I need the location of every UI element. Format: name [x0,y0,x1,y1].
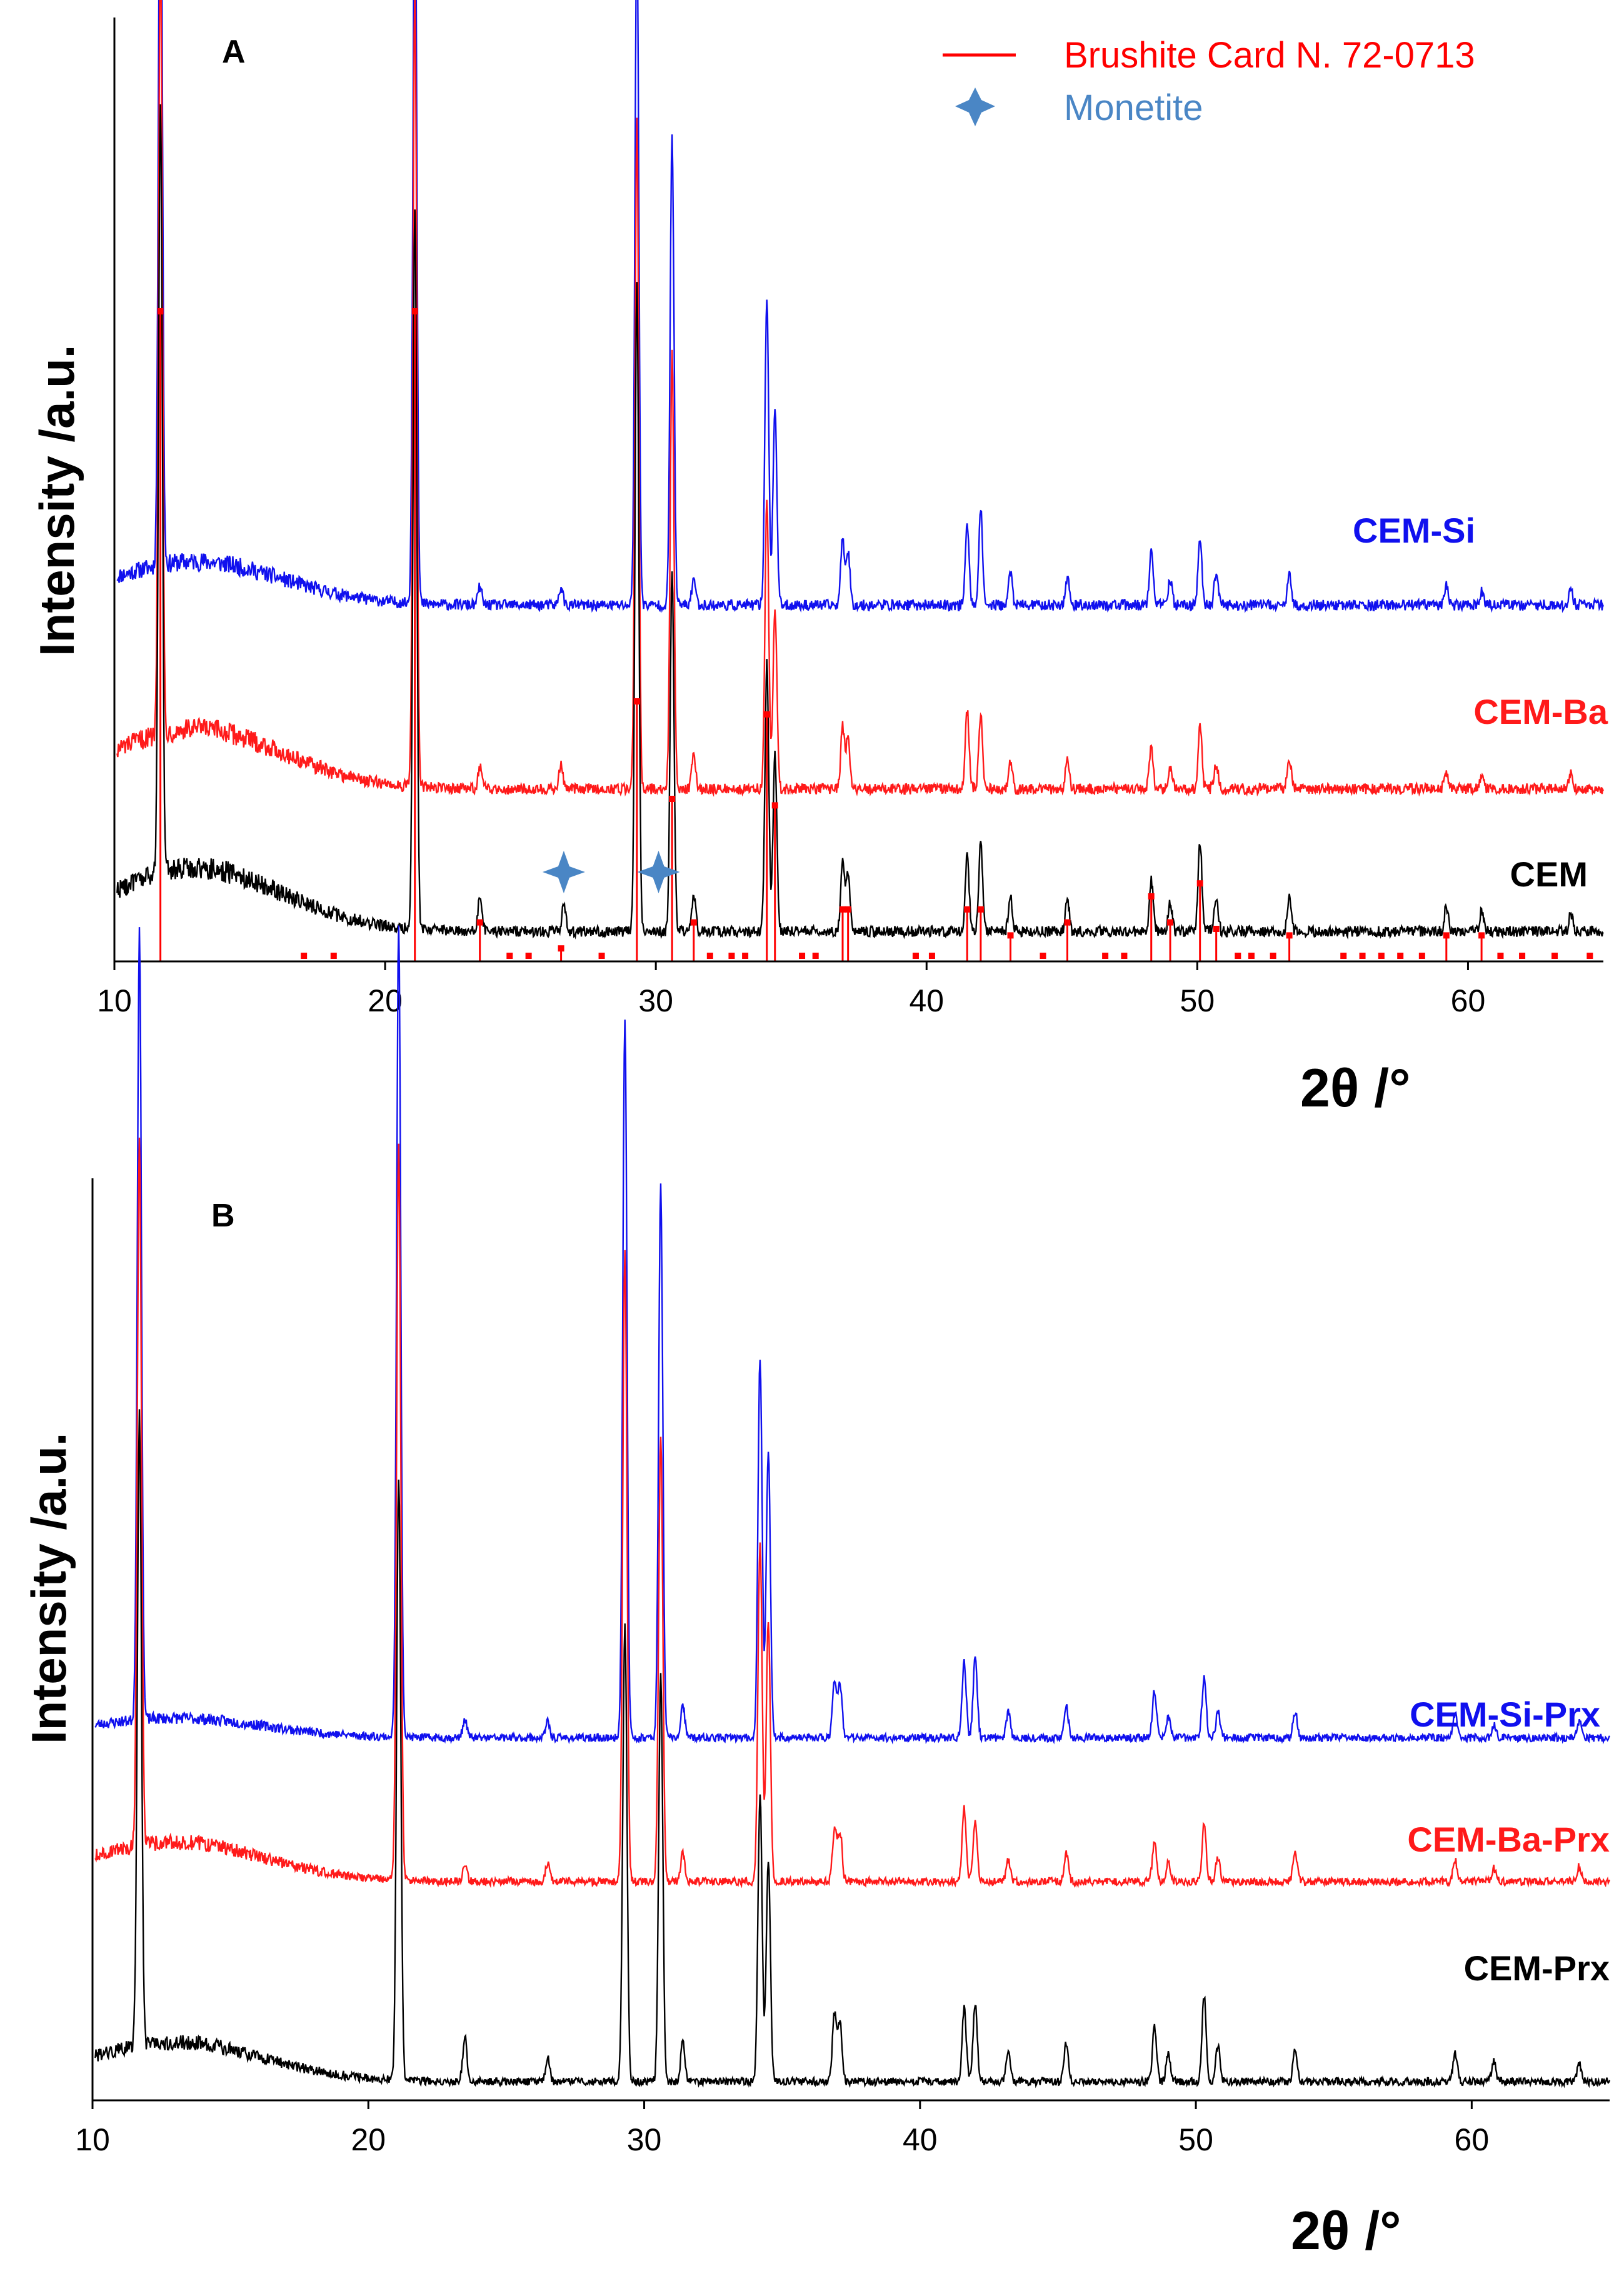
brushite-stick-cap-48.3 [1148,893,1155,900]
brushite-minor-marker-46.6 [1102,953,1109,959]
panel-b-series-label-cem-ba-prx: CEM-Ba-Prx [1407,1820,1610,1859]
monetite-star-icon [637,851,680,893]
brushite-minor-marker-61.2 [1497,953,1504,959]
trace-cem [116,104,1604,940]
brushite-minor-marker-55.4 [1340,953,1347,959]
brushite-stick-cap-50.1 [1196,880,1203,887]
panel-a-brushite-sticks [157,308,1593,961]
x-tick-label-30: 30 [627,2122,662,2157]
brushite-stick-cap-21.1 [411,308,418,314]
brushite-stick-cap-31.4 [690,919,697,926]
legend-monetite-label: Monetite [1064,88,1203,128]
brushite-stick-cap-43.1 [1007,932,1014,939]
brushite-minor-marker-56.8 [1378,953,1385,959]
brushite-stick-cap-59.2 [1443,932,1450,939]
brushite-minor-marker-32.8 [728,953,735,959]
trace-cem-si [116,0,1605,614]
brushite-stick-cap-60.5 [1478,932,1485,939]
x-tick-label-50: 50 [1178,2122,1213,2157]
brushite-stick-cap-34.1 [763,711,770,718]
x-tick-label-20: 20 [351,2122,386,2157]
brushite-minor-marker-52 [1248,953,1255,959]
brushite-minor-marker-35.4 [799,953,806,959]
x-tick-label-40: 40 [909,983,944,1018]
brushite-stick-cap-53.4 [1286,932,1293,939]
panel-a-monetite-markers [542,851,680,893]
brushite-stick-cap-37.1 [845,906,851,913]
x-tick-label-60: 60 [1455,2122,1490,2157]
legend-monetite-star-icon [955,88,995,126]
brushite-stick-cap-45.2 [1064,919,1071,926]
panel-b-traces [94,925,1611,2088]
x-tick-label-10: 10 [75,2122,110,2157]
x-tick-label-20: 20 [368,983,403,1018]
brushite-minor-marker-25.3 [525,953,532,959]
panel-a-traces [116,0,1605,940]
panel-b: 10 20 30 40 50 60 B Intensity /a.u. 2θ /° CEM… [21,925,1611,2261]
brushite-stick-cap-26.5 [558,945,564,952]
x-tick-label-30: 30 [638,983,673,1018]
brushite-stick-cap-42 [977,906,984,913]
brushite-minor-marker-28 [598,953,605,959]
brushite-minor-marker-62 [1519,953,1526,959]
brushite-minor-marker-32 [706,953,713,959]
brushite-stick-cap-50.7 [1213,926,1220,932]
x-tick-label-60: 60 [1451,983,1486,1018]
panel-b-letter: B [211,1198,235,1234]
panel-a: 10 20 30 40 50 60 A Intensity /a.u. 2θ /° Bru… [29,0,1608,1118]
brushite-minor-marker-18.1 [330,953,337,959]
brushite-minor-marker-35.9 [812,953,819,959]
brushite-stick-cap-36.9 [840,906,846,913]
trace-cem-ba [116,0,1605,798]
brushite-stick-cap-49 [1167,919,1174,926]
panel-a-x-ticks: 10 20 30 40 50 60 [97,961,1485,1018]
brushite-minor-marker-33.3 [742,953,749,959]
brushite-minor-marker-24.6 [506,953,513,959]
x-tick-label-10: 10 [97,983,132,1018]
brushite-minor-marker-56.1 [1359,953,1366,959]
panel-b-x-ticks: 10 20 30 40 50 60 [75,2100,1489,2157]
brushite-minor-marker-17 [301,953,308,959]
brushite-minor-marker-44.3 [1040,953,1046,959]
panel-a-series-label-cem-si: CEM-Si [1353,511,1475,550]
brushite-minor-marker-51.5 [1235,953,1241,959]
panel-a-letter: A [222,34,246,70]
trace-cem-ba-prx [94,1137,1611,1888]
trace-cem-si-prx [94,925,1611,1745]
panel-b-ylabel: Intensity /a.u. [21,1433,76,1744]
panel-b-series-label-cem-si-prx: CEM-Si-Prx [1410,1695,1600,1734]
x-tick-label-50: 50 [1180,983,1215,1018]
brushite-minor-marker-64.5 [1586,953,1593,959]
brushite-stick-cap-30.6 [669,796,676,802]
panel-b-xlabel: 2θ /° [1291,2201,1401,2261]
x-tick-label-40: 40 [903,2122,938,2157]
brushite-stick-cap-11.7 [157,308,164,314]
panel-a-series-label-cem-ba: CEM-Ba [1473,692,1608,731]
trace-cem-prx [94,1409,1611,2088]
legend-brushite-label: Brushite Card N. 72-0713 [1064,35,1475,76]
brushite-minor-marker-58.3 [1418,953,1425,959]
brushite-minor-marker-63.2 [1551,953,1558,959]
monetite-star-icon [542,851,585,893]
brushite-minor-marker-47.3 [1121,953,1128,959]
brushite-minor-marker-40.2 [928,953,935,959]
brushite-stick-cap-34.4 [771,802,778,809]
brushite-minor-marker-52.8 [1270,953,1276,959]
brushite-stick-cap-23.5 [476,919,483,926]
panel-b-series-label-cem-prx: CEM-Prx [1464,1948,1610,1988]
brushite-stick-cap-29.3 [633,698,640,704]
panel-a-series-label-cem: CEM [1510,855,1588,894]
panel-a-ylabel: Intensity /a.u. [29,345,84,656]
brushite-stick-cap-41.5 [964,906,971,913]
brushite-minor-marker-39.6 [912,953,919,959]
panel-a-xlabel: 2θ /° [1300,1058,1411,1118]
panel-a-legend: Brushite Card N. 72-0713 Monetite [943,35,1475,128]
brushite-minor-marker-57.5 [1397,953,1404,959]
